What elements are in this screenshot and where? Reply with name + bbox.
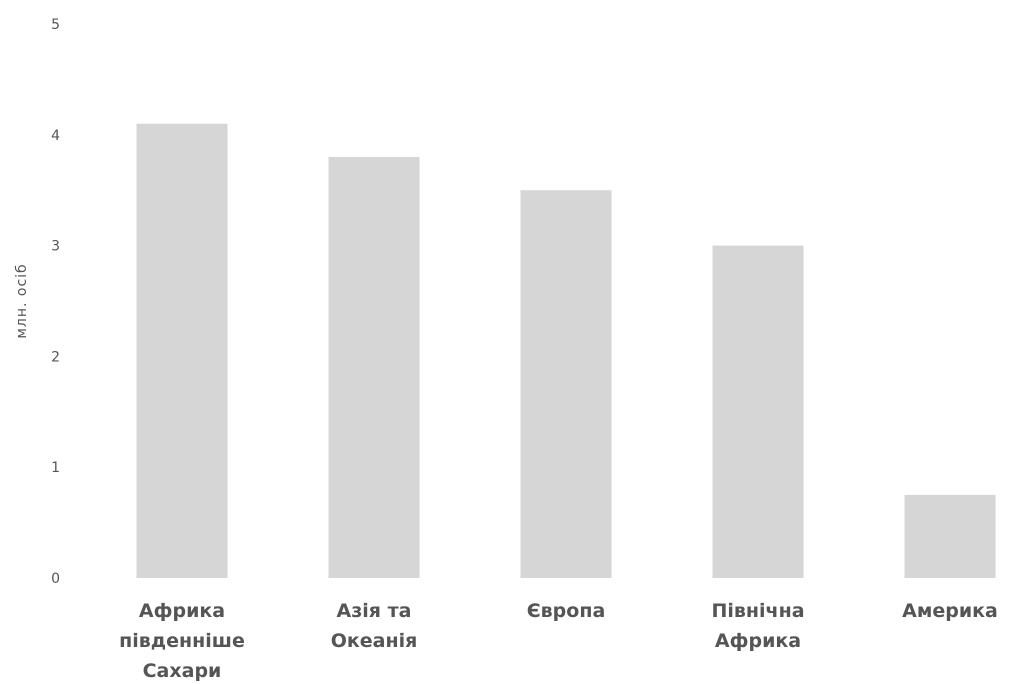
x-tick-label-line: Європа [527, 600, 606, 622]
y-tick-label: 4 [51, 128, 60, 144]
bar [328, 156, 420, 578]
x-tick-label: Азія та Океанія [331, 600, 418, 652]
y-axis-label: млн. осіб [14, 263, 30, 338]
bar [520, 190, 612, 578]
y-axis: 0 1 2 3 4 5 [51, 17, 60, 587]
x-tick-label: Північна Африка [711, 600, 804, 652]
x-tick-label-line: Океанія [331, 630, 418, 652]
y-tick-label: 3 [51, 239, 60, 255]
y-tick-label: 5 [51, 17, 60, 33]
bars [136, 123, 996, 578]
x-tick-label-line: Північна [711, 600, 804, 622]
x-tick-label-line: Африка [715, 630, 801, 652]
x-tick-label: Америка [902, 600, 998, 622]
x-tick-label-line: Азія та [337, 600, 412, 622]
x-tick-label-line: Сахари [143, 660, 222, 682]
x-tick-label-line: Африка [139, 600, 225, 622]
x-tick-label: Африка південніше Сахари [119, 600, 245, 682]
x-axis: Африка південніше Сахари Азія та Океанія Євро… [119, 600, 998, 682]
bar [904, 494, 996, 578]
x-tick-label-line: південніше [119, 630, 245, 652]
x-tick-label-line: Америка [902, 600, 998, 622]
y-tick-label: 0 [51, 571, 60, 587]
y-tick-label: 2 [51, 349, 60, 365]
bar [712, 245, 804, 578]
x-tick-label: Європа [527, 600, 606, 622]
bar [136, 123, 228, 578]
y-tick-label: 1 [51, 460, 60, 476]
